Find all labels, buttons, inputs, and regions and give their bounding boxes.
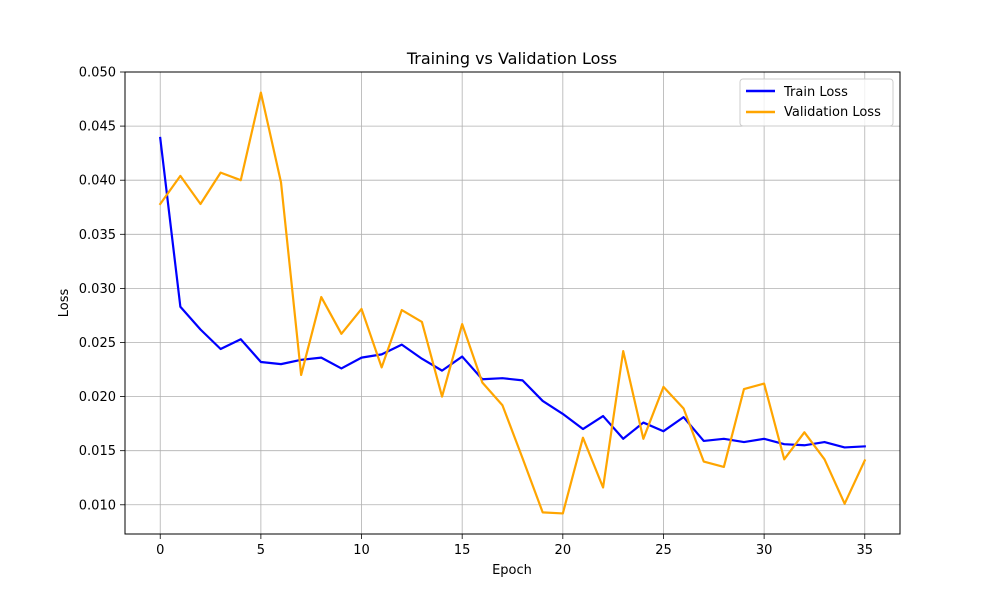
y-tick-label: 0.020: [79, 390, 116, 405]
legend-label-validation-loss: Validation Loss: [784, 105, 881, 120]
series-lines: [158, 91, 867, 515]
plot-area-frame: [124, 71, 901, 535]
legend: Train Loss Validation Loss: [739, 78, 894, 127]
y-tick-label: 0.015: [79, 444, 116, 459]
y-tick-label: 0.035: [79, 228, 116, 243]
legend-box: [739, 78, 894, 127]
y-tick-label: 0.010: [79, 498, 116, 513]
x-axis-label: Epoch: [492, 563, 532, 578]
x-tick-label: 0: [156, 543, 164, 558]
axis-ticks: 0 5 10 15 20 25 30 35 0.010 0.015 0.020 0.025 0.030 0…: [79, 66, 873, 559]
y-tick-label: 0.050: [79, 66, 116, 81]
y-tick-label: 0.025: [79, 336, 116, 351]
x-tick-label: 25: [655, 543, 672, 558]
grid-lines: [125, 71, 900, 534]
series-line-train-loss: [159, 136, 866, 449]
x-tick-label: 30: [756, 543, 773, 558]
chart-title: Training vs Validation Loss: [406, 49, 617, 68]
x-tick-label: 35: [856, 543, 873, 558]
y-tick-label: 0.030: [79, 282, 116, 297]
x-tick-label: 5: [257, 543, 265, 558]
y-tick-label: 0.040: [79, 174, 116, 189]
series-line-validation-loss: [158, 91, 867, 515]
y-tick-label: 0.045: [79, 120, 116, 135]
y-axis-label: Loss: [57, 289, 72, 318]
legend-label-train-loss: Train Loss: [783, 85, 848, 100]
x-tick-label: 15: [454, 543, 471, 558]
x-tick-label: 20: [555, 543, 572, 558]
x-tick-label: 10: [353, 543, 370, 558]
